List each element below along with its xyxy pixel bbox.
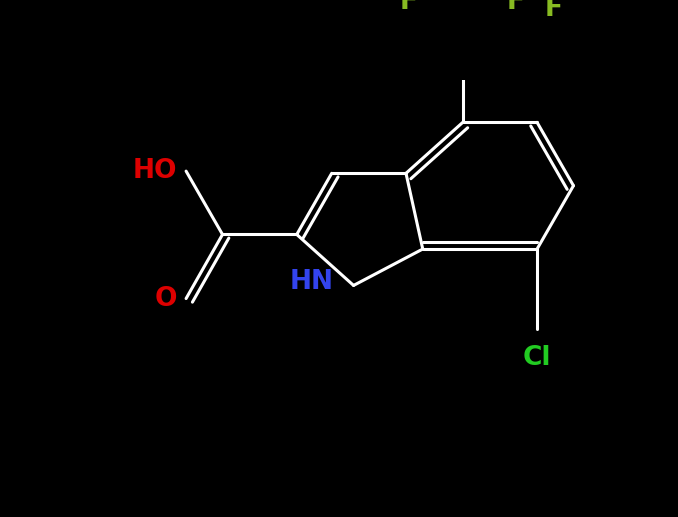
Text: Cl: Cl: [523, 345, 551, 371]
Text: F: F: [399, 0, 418, 15]
Text: F: F: [506, 0, 525, 15]
Text: HN: HN: [290, 269, 333, 295]
Text: O: O: [155, 285, 178, 312]
Text: F: F: [544, 0, 562, 22]
Text: HO: HO: [133, 158, 178, 184]
